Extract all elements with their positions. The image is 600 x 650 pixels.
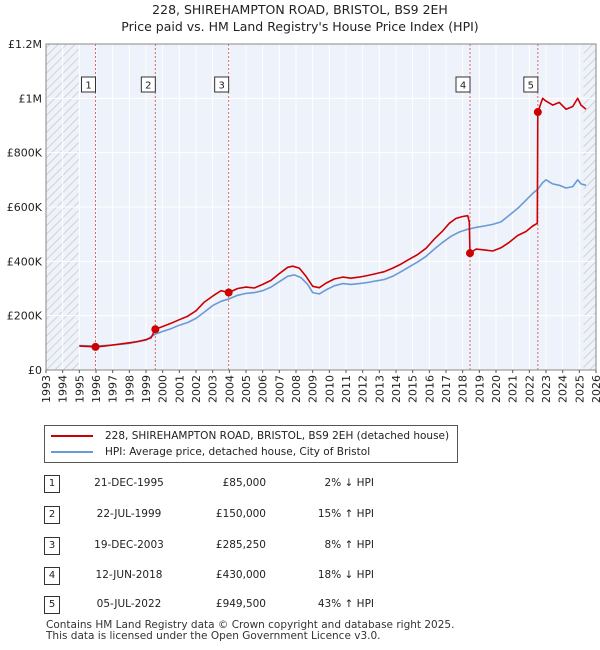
- footer-attribution: Contains HM Land Registry data © Crown c…: [46, 620, 454, 642]
- sale-label-number: 1: [85, 81, 91, 92]
- x-tick-label: 2014: [390, 375, 403, 403]
- x-tick-label: 2010: [323, 375, 336, 403]
- x-tick-label: 2007: [273, 375, 286, 403]
- x-tick-label: 1998: [123, 375, 136, 403]
- transaction-number: 3: [44, 537, 60, 555]
- transaction-date: 05-JUL-2022: [96, 598, 162, 610]
- x-tick-label: 2009: [307, 375, 320, 403]
- sale-label-box: [214, 76, 230, 93]
- y-tick-label: £200K: [7, 310, 43, 323]
- sale-label-box: [523, 76, 539, 93]
- legend-swatch-property: [51, 435, 93, 437]
- y-tick-label: £400K: [7, 255, 43, 268]
- x-tick-label: 2008: [290, 375, 303, 403]
- series-line-property: [79, 97, 587, 348]
- x-tick-label: 2013: [373, 375, 386, 403]
- sale-label-box: [81, 76, 96, 93]
- sale-label-number: 2: [145, 81, 151, 92]
- x-tick-label: 2006: [257, 375, 270, 403]
- chart-legend: 228, SHIREHAMPTON ROAD, BRISTOL, BS9 2EH…: [44, 425, 458, 463]
- x-tick-label: 1999: [140, 375, 153, 403]
- sale-point: [91, 342, 100, 351]
- x-tick-label: 2016: [423, 375, 436, 403]
- transaction-row: 1 21-DEC-1995 £85,000 2% ↓ HPI: [44, 475, 464, 493]
- x-tick-label: 2015: [407, 375, 420, 403]
- x-tick-label: 2017: [440, 375, 453, 403]
- x-tick-label: 2024: [557, 375, 570, 403]
- x-tick-label: 1994: [57, 375, 70, 403]
- y-tick-label: £800K: [7, 147, 43, 160]
- x-tick-label: 2022: [523, 375, 536, 403]
- transaction-date: 12-JUN-2018: [95, 569, 163, 581]
- transaction-price: £949,500: [215, 598, 266, 610]
- transaction-hpi-diff: 8% ↑ HPI: [324, 539, 374, 551]
- legend-swatch-hpi: [51, 451, 93, 453]
- y-tick-label: £1M: [19, 92, 43, 105]
- x-tick-label: 1996: [90, 375, 103, 403]
- y-tick-label: £600K: [7, 201, 43, 214]
- transaction-row: 2 22-JUL-1999 £150,000 15% ↑ HPI: [44, 506, 464, 524]
- chart-subtitle: Price paid vs. HM Land Registry's House …: [121, 19, 479, 34]
- sale-point: [533, 108, 542, 117]
- transaction-date: 22-JUL-1999: [96, 508, 162, 520]
- y-tick-label: £1.2M: [8, 38, 42, 51]
- transaction-price: £85,000: [222, 477, 266, 489]
- footer-license: This data is licensed under the Open Gov…: [46, 630, 381, 642]
- x-tick-label: 1993: [40, 375, 53, 403]
- footer-copyright: Contains HM Land Registry data © Crown c…: [46, 619, 455, 631]
- sale-label-number: 4: [460, 81, 466, 92]
- legend-entry-hpi: HPI: Average price, detached house, City…: [51, 444, 370, 460]
- transaction-hpi-diff: 18% ↓ HPI: [317, 569, 374, 581]
- x-tick-label: 2020: [490, 375, 503, 403]
- transaction-number: 2: [44, 506, 60, 524]
- chart-title: 228, SHIREHAMPTON ROAD, BRISTOL, BS9 2EH: [152, 2, 448, 17]
- sale-label-number: 3: [218, 81, 224, 92]
- x-tick-label: 2025: [573, 375, 586, 403]
- x-tick-label: 2019: [473, 375, 486, 403]
- transaction-hpi-diff: 43% ↑ HPI: [317, 598, 374, 610]
- x-tick-label: 2021: [507, 375, 520, 403]
- transaction-date: 21-DEC-1995: [94, 477, 164, 489]
- x-tick-label: 2000: [157, 375, 170, 403]
- transaction-row: 5 05-JUL-2022 £949,500 43% ↑ HPI: [44, 596, 464, 614]
- legend-label-hpi: HPI: Average price, detached house, City…: [105, 446, 371, 458]
- legend-label-property: 228, SHIREHAMPTON ROAD, BRISTOL, BS9 2EH…: [105, 430, 450, 442]
- transaction-row: 3 19-DEC-2003 £285,250 8% ↑ HPI: [44, 537, 464, 555]
- transaction-hpi-diff: 15% ↑ HPI: [317, 508, 374, 520]
- transaction-row: 4 12-JUN-2018 £430,000 18% ↓ HPI: [44, 567, 464, 585]
- transaction-number: 1: [44, 475, 60, 493]
- transaction-number: 4: [44, 567, 60, 585]
- sale-point: [224, 288, 233, 297]
- x-tick-label: 2004: [223, 375, 236, 403]
- sale-point: [151, 325, 160, 334]
- x-tick-label: 2018: [457, 375, 470, 403]
- price-chart: 1 2 3 4 5 £0 £200K £400K £600K £800K £1M £1.2M 1993…: [7, 38, 600, 403]
- sale-label-box: [455, 76, 471, 93]
- x-tick-label: 2003: [207, 375, 220, 403]
- x-tick-label: 1997: [107, 375, 120, 403]
- series-line-hpi: [79, 179, 587, 347]
- x-tick-label: 2026: [590, 375, 600, 403]
- x-tick-label: 2012: [357, 375, 370, 403]
- transaction-price: £285,250: [215, 539, 266, 551]
- x-tick-label: 2023: [540, 375, 553, 403]
- y-tick-label: £0: [28, 364, 42, 377]
- x-tick-label: 2001: [173, 375, 186, 403]
- sale-point: [466, 249, 474, 258]
- plot-frame: [45, 43, 597, 371]
- x-tick-label: 2005: [240, 375, 253, 403]
- sale-label-box: [140, 76, 156, 93]
- sale-label-number: 5: [528, 81, 534, 92]
- transaction-date: 19-DEC-2003: [94, 539, 164, 551]
- x-tick-label: 2011: [340, 375, 353, 403]
- transaction-price: £150,000: [215, 508, 266, 520]
- x-tick-label: 2002: [190, 375, 203, 403]
- transaction-number: 5: [44, 596, 60, 614]
- legend-entry-property: 228, SHIREHAMPTON ROAD, BRISTOL, BS9 2EH…: [51, 428, 449, 444]
- transaction-hpi-diff: 2% ↓ HPI: [324, 477, 374, 489]
- x-tick-label: 1995: [73, 375, 86, 403]
- transaction-price: £430,000: [215, 569, 266, 581]
